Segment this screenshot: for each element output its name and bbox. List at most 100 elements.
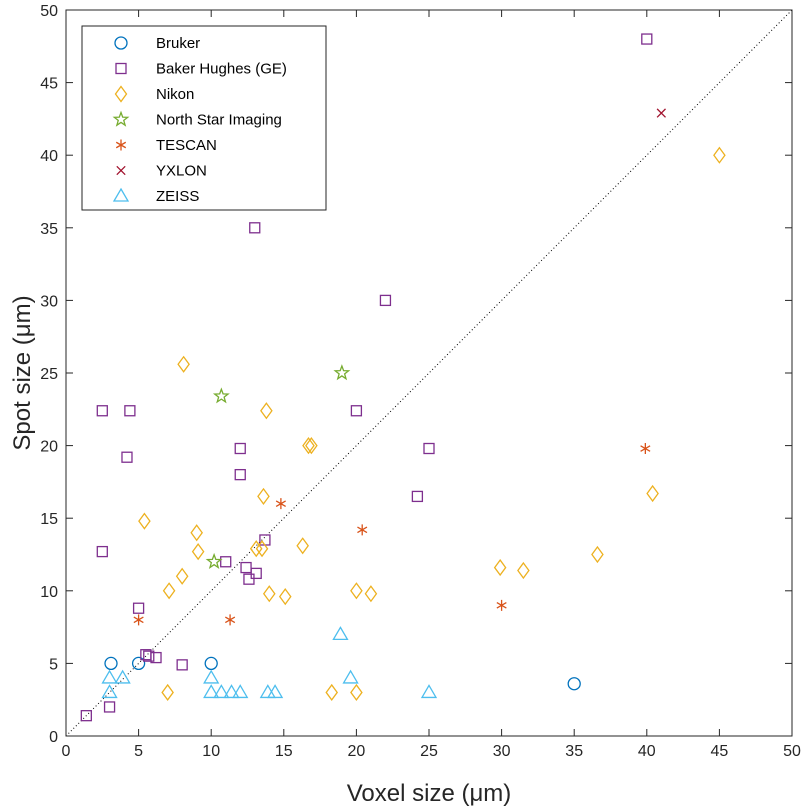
- x-tick-label: 20: [348, 743, 366, 760]
- legend-box: [81, 25, 327, 211]
- y-tick-label: 40: [40, 148, 58, 165]
- point-zeiss: [114, 669, 131, 684]
- point-baker-hughes-ge: [96, 545, 108, 558]
- x-tick-label: 50: [783, 743, 801, 760]
- point-nikon: [175, 567, 189, 585]
- point-nikon: [260, 402, 273, 420]
- legend-marker-zeiss: [112, 187, 130, 202]
- legend: Bruker Baker Hughes (GE) Nikon North Star I…: [81, 25, 327, 211]
- y-tick-label: 5: [49, 656, 58, 673]
- series-north-star-imaging: [205, 364, 351, 569]
- series-zeiss: [101, 626, 438, 699]
- y-tick-label: 35: [40, 221, 58, 238]
- point-nikon: [305, 437, 318, 455]
- point-nikon: [190, 524, 203, 542]
- series-yxlon: [656, 108, 666, 118]
- point-baker-hughes-ge: [124, 405, 136, 417]
- point-bruker: [131, 656, 146, 671]
- x-tick-label: 0: [62, 743, 71, 760]
- legend-label-baker-hughes-ge: Baker Hughes (GE): [156, 61, 287, 78]
- point-nikon: [255, 540, 269, 558]
- point-nikon: [138, 512, 151, 530]
- point-tescan: [496, 599, 507, 611]
- x-tick-label: 15: [275, 743, 293, 760]
- point-baker-hughes-ge: [234, 468, 246, 481]
- point-baker-hughes-ge: [143, 650, 155, 662]
- y-tick-label: 20: [40, 439, 58, 456]
- point-nikon: [350, 683, 363, 702]
- legend-marker-yxlon: [116, 165, 126, 176]
- point-nikon: [191, 542, 205, 561]
- point-bruker: [204, 656, 218, 671]
- y-tick-label: 15: [40, 511, 58, 528]
- legend-label-north-star-imaging: North Star Imaging: [156, 112, 282, 129]
- point-tescan: [357, 524, 368, 536]
- point-north-star-imaging: [333, 364, 351, 381]
- point-zeiss: [203, 684, 220, 699]
- x-tick-label: 35: [565, 743, 583, 760]
- point-baker-hughes-ge: [641, 33, 653, 45]
- point-nikon: [302, 437, 315, 455]
- point-nikon: [262, 585, 276, 603]
- point-baker-hughes-ge: [350, 405, 363, 417]
- point-nikon: [493, 558, 507, 577]
- point-tescan: [640, 443, 651, 455]
- point-nikon: [278, 588, 292, 606]
- point-baker-hughes-ge: [121, 451, 133, 463]
- legend-label-yxlon: YXLON: [156, 163, 207, 180]
- legend-marker-baker-hughes-ge: [115, 62, 127, 75]
- point-baker-hughes-ge: [150, 651, 162, 664]
- series-nikon: [138, 146, 726, 702]
- point-baker-hughes-ge: [379, 294, 392, 307]
- series-baker-hughes-ge: [80, 33, 653, 722]
- point-baker-hughes-ge: [423, 442, 435, 455]
- x-tick-label: 10: [202, 743, 220, 760]
- point-baker-hughes-ge: [234, 442, 246, 455]
- point-nikon: [591, 545, 604, 564]
- x-tick-label: 25: [420, 743, 438, 760]
- point-tescan: [275, 498, 286, 510]
- series-bruker: [104, 656, 581, 691]
- point-zeiss: [101, 684, 118, 699]
- point-north-star-imaging: [212, 387, 230, 404]
- point-zeiss: [223, 684, 240, 699]
- point-baker-hughes-ge: [176, 659, 188, 671]
- point-nikon: [646, 484, 659, 503]
- x-axis-label: Voxel size (μm): [347, 780, 512, 807]
- point-bruker: [104, 656, 118, 671]
- point-zeiss: [232, 684, 249, 699]
- y-tick-label: 50: [40, 3, 58, 20]
- y-tick-label: 0: [49, 729, 58, 746]
- point-baker-hughes-ge: [411, 490, 424, 503]
- data-marks-layer: [80, 33, 726, 722]
- point-baker-hughes-ge: [240, 561, 252, 574]
- y-axis-label: Spot size (μm): [9, 295, 36, 450]
- point-bruker: [567, 677, 581, 691]
- point-tescan: [133, 614, 144, 626]
- point-nikon: [162, 582, 176, 600]
- point-baker-hughes-ge: [243, 573, 255, 585]
- point-north-star-imaging: [205, 552, 223, 569]
- point-nikon: [364, 585, 378, 603]
- point-baker-hughes-ge: [250, 567, 262, 580]
- point-baker-hughes-ge: [220, 556, 232, 568]
- point-zeiss: [203, 669, 220, 684]
- x-tick-label: 45: [711, 743, 729, 760]
- series-tescan: [133, 443, 651, 626]
- point-yxlon: [656, 108, 666, 118]
- point-baker-hughes-ge: [96, 405, 108, 417]
- point-baker-hughes-ge: [80, 710, 92, 722]
- point-nikon: [350, 582, 363, 600]
- x-tick-label: 40: [638, 743, 656, 760]
- legend-marker-north-star-imaging: [112, 110, 130, 127]
- point-nikon: [296, 537, 309, 555]
- point-baker-hughes-ge: [103, 701, 116, 713]
- legend-label-tescan: TESCAN: [156, 137, 217, 154]
- point-nikon: [713, 146, 726, 164]
- legend-marker-nikon: [114, 85, 128, 103]
- legend-marker-tescan: [115, 139, 127, 151]
- y-tick-label: 10: [40, 584, 58, 601]
- point-nikon: [249, 540, 263, 558]
- y-tick-label: 25: [40, 366, 58, 383]
